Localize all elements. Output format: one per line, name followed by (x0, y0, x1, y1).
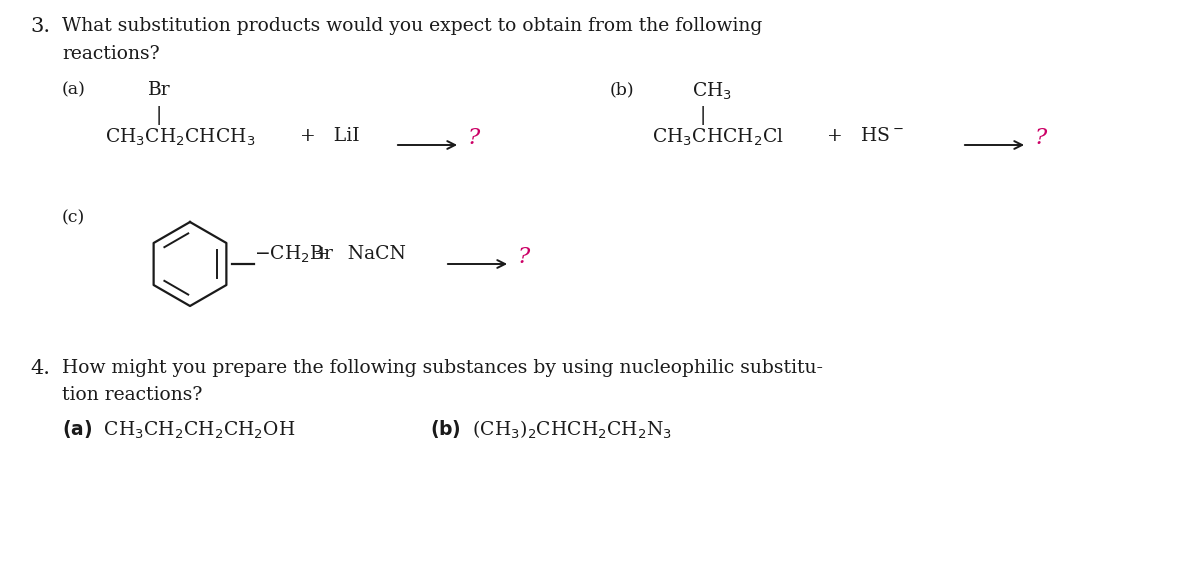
Text: 4.: 4. (30, 359, 50, 378)
Text: 3.: 3. (30, 17, 50, 36)
Text: |: | (156, 106, 162, 125)
Text: ?: ? (518, 246, 530, 268)
Text: (b): (b) (610, 81, 635, 98)
Text: CH$_3$CH$_2$CHCH$_3$: CH$_3$CH$_2$CHCH$_3$ (106, 127, 256, 149)
Text: How might you prepare the following substances by using nucleophilic substitu-: How might you prepare the following subs… (62, 359, 823, 377)
Text: +   NaCN: + NaCN (302, 245, 406, 263)
Text: |: | (700, 106, 706, 125)
Text: $-$CH$_2$Br: $-$CH$_2$Br (254, 244, 334, 265)
Text: reactions?: reactions? (62, 45, 160, 63)
Text: +   HS$^-$: + HS$^-$ (815, 127, 904, 145)
Text: CH$_3$: CH$_3$ (692, 81, 732, 102)
Text: ?: ? (468, 127, 480, 149)
Text: $\mathbf{(b)}$  (CH$_3$)$_2$CHCH$_2$CH$_2$N$_3$: $\mathbf{(b)}$ (CH$_3$)$_2$CHCH$_2$CH$_2… (430, 419, 672, 442)
Text: CH$_3$CHCH$_2$Cl: CH$_3$CHCH$_2$Cl (652, 127, 784, 149)
Text: Br: Br (148, 81, 170, 99)
Text: (c): (c) (62, 209, 85, 226)
Text: ?: ? (1034, 127, 1048, 149)
Text: +   LiI: + LiI (288, 127, 360, 145)
Text: tion reactions?: tion reactions? (62, 386, 203, 404)
Text: $\mathbf{(a)}$  CH$_3$CH$_2$CH$_2$CH$_2$OH: $\mathbf{(a)}$ CH$_3$CH$_2$CH$_2$CH$_2$O… (62, 419, 295, 442)
Text: (a): (a) (62, 81, 86, 98)
Text: What substitution products would you expect to obtain from the following: What substitution products would you exp… (62, 17, 762, 35)
